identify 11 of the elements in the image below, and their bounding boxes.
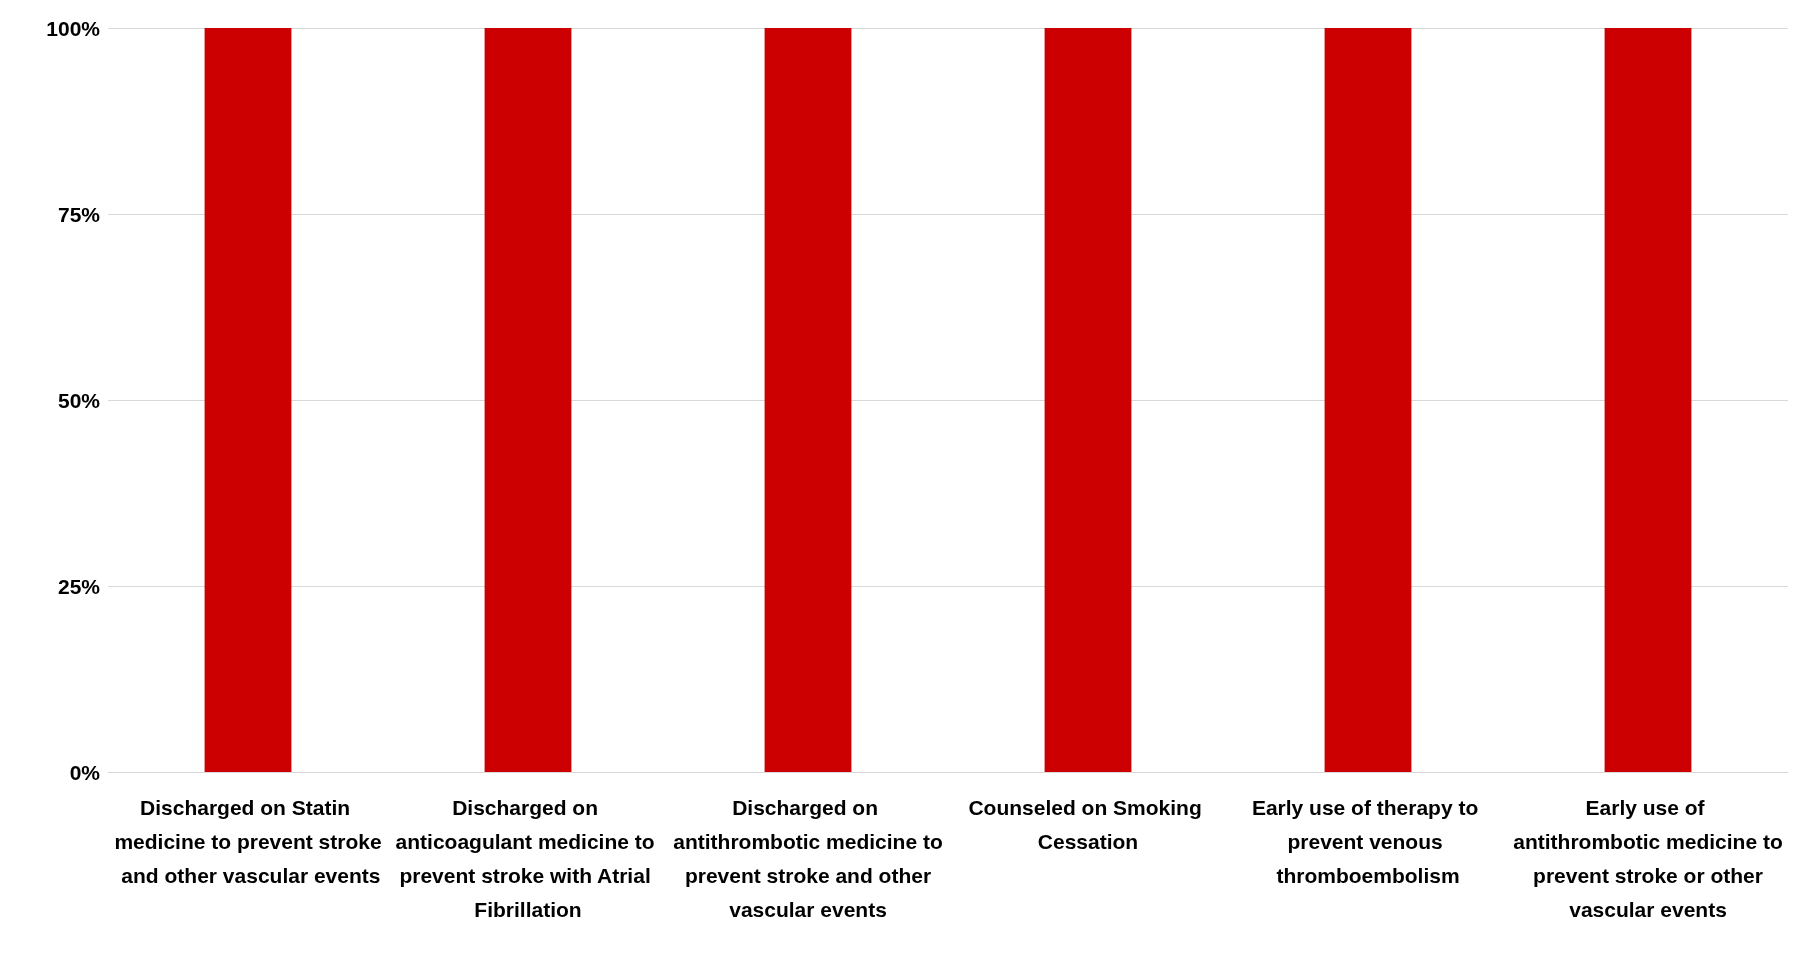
y-tick-label: 100% [46,16,101,40]
x-tick-label: Discharged on antithrombotic medicine to prevent stroke and other vascular events [673,795,943,921]
x-tick-label: Early use of antithrombotic medicine to prevent stroke or other vascular events [1513,795,1783,921]
x-tick-label: Discharged on Statin medicine to prevent stroke and other vascular events [114,795,382,887]
y-tick-label: 50% [57,388,101,412]
y-tick-label: 25% [57,574,101,598]
x-tick-label: Early use of therapy to prevent venous thromboembolism [1251,795,1485,887]
x-tick-label: Counseled on Smoking Cessation [968,795,1208,853]
y-tick-label: 75% [57,202,101,226]
x-tick-label: Discharged on anticoagulant medicine to prevent stroke with Atrial Fibrillation [395,795,661,921]
y-tick-label: 0% [69,760,101,784]
